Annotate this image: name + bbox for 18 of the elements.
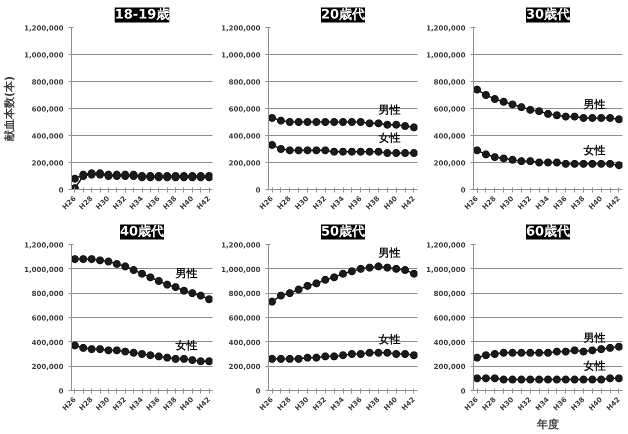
series-label: 男性 <box>174 267 198 280</box>
series-label: 女性 <box>174 338 198 352</box>
chart-title: 60歳代 <box>526 224 570 240</box>
chart-title: 50歳代 <box>320 224 366 240</box>
chart-title: 18-19歳 <box>114 8 170 22</box>
y-axis-title: 献血本数(本) <box>3 76 16 142</box>
chart-title: 30歳代 <box>526 8 570 22</box>
chart-title: 40歳代 <box>120 224 164 240</box>
x-axis-title: 年度 <box>536 418 559 432</box>
series-label: 男性 <box>377 246 400 260</box>
series-label: 女性 <box>582 144 606 157</box>
series-label: 男性 <box>582 98 606 111</box>
series-label: 男性 <box>582 332 606 345</box>
series-label: 女性 <box>377 132 400 145</box>
series-label: 男性 <box>377 103 400 116</box>
series-label: 女性 <box>377 332 400 346</box>
chart-title: 20歳代 <box>320 8 366 22</box>
series-label: 女性 <box>582 360 606 373</box>
